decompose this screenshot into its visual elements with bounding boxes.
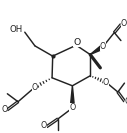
Text: O: O	[40, 121, 47, 130]
Text: O: O	[100, 42, 106, 51]
Polygon shape	[70, 86, 75, 108]
Text: O: O	[124, 97, 127, 106]
Text: O: O	[121, 19, 127, 28]
Polygon shape	[90, 45, 104, 55]
Text: O: O	[32, 83, 38, 92]
Text: O: O	[69, 103, 76, 113]
Text: O: O	[73, 38, 81, 47]
Text: OH: OH	[10, 25, 23, 34]
Text: O: O	[103, 78, 109, 87]
Text: O: O	[1, 105, 7, 114]
